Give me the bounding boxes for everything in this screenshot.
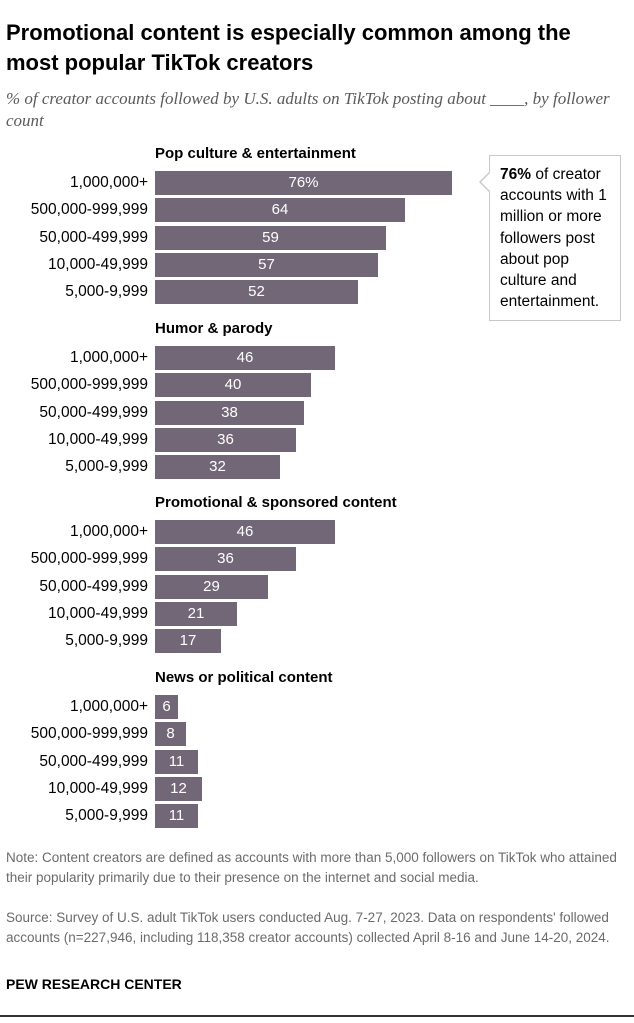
bar	[155, 373, 311, 398]
bar-value-label: 17	[179, 632, 197, 650]
bar	[155, 400, 304, 425]
category-label: 500,000-999,999	[30, 201, 148, 219]
callout-text: of creator accounts with 1 million or mo…	[500, 166, 607, 311]
bar	[155, 629, 221, 654]
panel-title: Pop culture & entertainment	[155, 145, 356, 162]
panel-title: Promotional & sponsored content	[155, 494, 397, 511]
category-label: 10,000-49,999	[48, 779, 148, 797]
category-label: 1,000,000+	[69, 523, 148, 540]
bar	[155, 171, 452, 195]
bar-value-label: 36	[217, 430, 234, 448]
bar-value-label: 40	[224, 376, 242, 394]
category-label: 1,000,000+	[69, 698, 148, 715]
bar-value-label: 76%	[288, 174, 319, 191]
bar-value-label: 64	[271, 201, 289, 219]
bar-value-label: 57	[258, 255, 275, 273]
bar-value-label: 46	[236, 523, 254, 540]
bar-value-label: 6	[162, 698, 171, 715]
bar-value-label: 52	[248, 283, 265, 301]
chart-title: Promotional content is especially common…	[6, 20, 571, 75]
bar	[155, 804, 198, 829]
category-label: 1,000,000+	[69, 174, 148, 191]
category-label: 500,000-999,999	[30, 376, 148, 394]
source-text: Source: Survey of U.S. adult TikTok user…	[6, 910, 610, 945]
category-label: 5,000-9,999	[65, 283, 148, 301]
bar	[155, 574, 268, 599]
category-label: 50,000-499,999	[39, 577, 148, 595]
callout-annotation: 76% of creator accounts with 1 million o…	[489, 155, 621, 321]
callout-arrow-fill	[481, 173, 490, 191]
bar	[155, 252, 378, 277]
bar-value-label: 11	[168, 807, 185, 825]
category-label: 50,000-499,999	[39, 228, 148, 246]
bar	[155, 427, 296, 452]
panel-title: News or political content	[155, 669, 333, 686]
bar-value-label: 36	[217, 550, 234, 568]
bar	[155, 280, 358, 305]
panel-title: Humor & parody	[155, 320, 273, 337]
bar	[155, 520, 335, 544]
bar-value-label: 59	[262, 228, 279, 246]
bar-value-label: 32	[209, 458, 226, 476]
chart-subtitle: % of creator accounts followed by U.S. a…	[6, 89, 610, 130]
bar	[155, 695, 178, 719]
category-label: 500,000-999,999	[30, 550, 148, 568]
bar-value-label: 29	[203, 577, 220, 595]
bar-value-label: 12	[170, 779, 187, 797]
bar	[155, 225, 386, 250]
bar	[155, 455, 280, 480]
bar	[155, 776, 202, 801]
bottom-divider	[0, 1015, 634, 1017]
category-label: 10,000-49,999	[48, 255, 148, 273]
bar	[155, 346, 335, 370]
bar	[155, 722, 186, 747]
category-label: 5,000-9,999	[65, 807, 148, 825]
bar-value-label: 46	[236, 349, 254, 366]
callout-bold-value: 76%	[500, 166, 532, 183]
category-label: 5,000-9,999	[65, 458, 148, 476]
bar-value-label: 38	[221, 403, 238, 421]
note-text: Note: Content creators are defined as ac…	[6, 850, 617, 885]
category-label: 500,000-999,999	[30, 725, 148, 743]
category-label: 10,000-49,999	[48, 604, 148, 622]
bar	[155, 601, 237, 626]
bar	[155, 749, 198, 774]
pew-logo-text: PEW RESEARCH CENTER	[6, 976, 182, 992]
category-label: 10,000-49,999	[48, 430, 148, 448]
bar	[155, 547, 296, 572]
bar-value-label: 21	[187, 604, 205, 622]
bar	[155, 198, 405, 223]
category-label: 50,000-499,999	[39, 752, 148, 770]
category-label: 50,000-499,999	[39, 403, 148, 421]
bar-value-label: 8	[166, 725, 175, 743]
category-label: 1,000,000+	[69, 349, 148, 366]
bar-value-label: 11	[168, 752, 185, 770]
category-label: 5,000-9,999	[65, 632, 148, 650]
